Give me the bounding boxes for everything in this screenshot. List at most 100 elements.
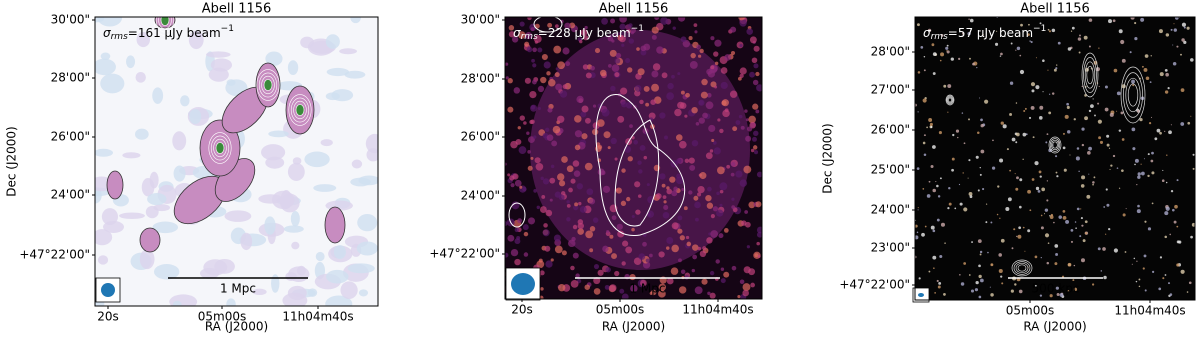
noise-dot <box>507 173 511 177</box>
star <box>1056 293 1060 297</box>
noise-dot <box>557 61 565 70</box>
star <box>929 122 933 126</box>
noise-dot <box>709 270 715 276</box>
star <box>987 251 989 254</box>
star <box>922 98 927 103</box>
x-axis-label: RA (J2000) <box>602 320 665 334</box>
star <box>1122 213 1126 217</box>
noise-dot <box>737 295 741 299</box>
noise-dot <box>574 144 581 151</box>
noise-dot <box>507 106 514 113</box>
noise-dot <box>680 36 687 43</box>
star <box>1022 132 1027 137</box>
star <box>1088 45 1091 48</box>
x-tick-label: 11h04m40s <box>282 310 353 324</box>
noise-dot <box>609 234 614 239</box>
noise-dot <box>574 130 583 138</box>
noise-dot <box>708 124 716 132</box>
noise-dot <box>539 206 547 213</box>
star <box>1019 54 1022 57</box>
star <box>1024 250 1026 252</box>
noise-dot <box>528 136 535 144</box>
contour <box>948 97 952 103</box>
star <box>1106 143 1110 147</box>
noise-dot <box>664 135 668 140</box>
noise-blob <box>97 17 123 27</box>
panel-title: Abell 1156 <box>202 2 272 17</box>
star <box>948 186 951 190</box>
noise-dot <box>527 165 533 171</box>
star <box>1022 226 1025 229</box>
noise-dot <box>593 263 600 270</box>
star <box>939 254 943 259</box>
noise-dot <box>677 215 683 221</box>
noise-blob <box>135 128 149 140</box>
star <box>1049 215 1051 217</box>
noise-dot <box>527 217 536 225</box>
noise-dot <box>562 84 568 90</box>
noise-dot <box>713 147 721 155</box>
star <box>1047 69 1049 71</box>
star <box>1011 137 1016 142</box>
star <box>1077 37 1082 41</box>
star <box>1044 233 1050 238</box>
star <box>1062 210 1066 213</box>
noise-blob <box>326 269 349 284</box>
noise-dot <box>621 261 626 266</box>
star <box>1151 116 1153 118</box>
noise-dot <box>739 43 743 48</box>
noise-dot <box>601 108 610 117</box>
noise-dot <box>557 173 565 181</box>
noise-dot <box>746 126 753 132</box>
star <box>1132 147 1136 151</box>
star <box>1076 147 1080 150</box>
star <box>1028 23 1030 26</box>
star <box>1140 171 1145 176</box>
star <box>1192 167 1195 170</box>
star <box>936 279 939 283</box>
star <box>1103 206 1106 208</box>
star <box>997 185 1000 188</box>
star <box>1074 221 1077 223</box>
noise-dot <box>631 214 635 219</box>
noise-blob <box>145 205 159 219</box>
noise-dot <box>573 170 581 177</box>
noise-dot <box>552 125 561 134</box>
noise-dot <box>710 36 715 41</box>
noise-dot <box>615 187 622 194</box>
noise-dot <box>541 195 546 199</box>
noise-dot <box>610 137 617 145</box>
star <box>980 118 983 122</box>
star <box>939 59 942 62</box>
noise-blob <box>126 55 136 69</box>
star <box>1141 65 1144 68</box>
star <box>980 124 984 128</box>
star <box>1069 154 1071 156</box>
noise-dot <box>702 112 708 119</box>
noise-dot <box>535 162 544 171</box>
star <box>1164 90 1169 94</box>
noise-dot <box>622 240 629 247</box>
noise-blob <box>350 177 371 187</box>
noise-dot <box>575 273 580 278</box>
star <box>928 180 931 183</box>
star <box>1022 158 1024 161</box>
noise-dot <box>716 191 720 196</box>
noise-dot <box>693 195 699 201</box>
noise-dot <box>706 202 714 209</box>
noise-blob <box>135 71 146 83</box>
rms-subscript: rms <box>111 32 128 42</box>
noise-dot <box>651 26 659 34</box>
noise-dot <box>699 250 707 258</box>
star <box>1112 19 1116 23</box>
contour <box>1120 66 1146 124</box>
frame <box>94 16 379 307</box>
noise-dot <box>697 246 702 251</box>
star <box>1087 151 1091 155</box>
noise-dot <box>562 47 570 55</box>
star <box>977 189 980 192</box>
noise-dot <box>546 134 554 141</box>
noise-dot <box>578 201 582 206</box>
star <box>1048 111 1052 115</box>
star <box>1108 19 1113 24</box>
